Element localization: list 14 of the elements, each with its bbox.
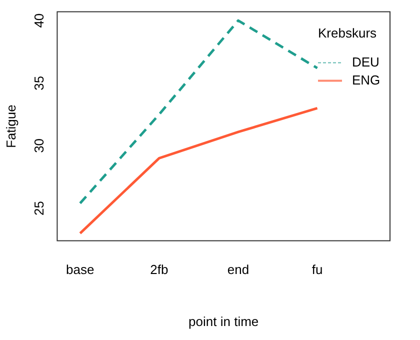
y-tick-label: 40 (32, 13, 47, 28)
y-tick-label: 30 (32, 138, 47, 153)
y-tick-label: 35 (32, 76, 47, 90)
legend-title: Krebskurs (318, 25, 378, 40)
x-tick-label: base (66, 262, 94, 278)
legend-label: DEU (352, 54, 380, 70)
x-tick-label: end (227, 262, 250, 278)
legend-label: ENG (352, 72, 380, 88)
y-axis-title: Fatigue (3, 104, 18, 148)
x-tick-label: 2fb (150, 262, 168, 278)
x-tick-label: fu (312, 262, 323, 278)
y-tick-label: 25 (32, 201, 47, 216)
line-series (78, 19, 319, 205)
x-axis-title: point in time (188, 314, 259, 329)
